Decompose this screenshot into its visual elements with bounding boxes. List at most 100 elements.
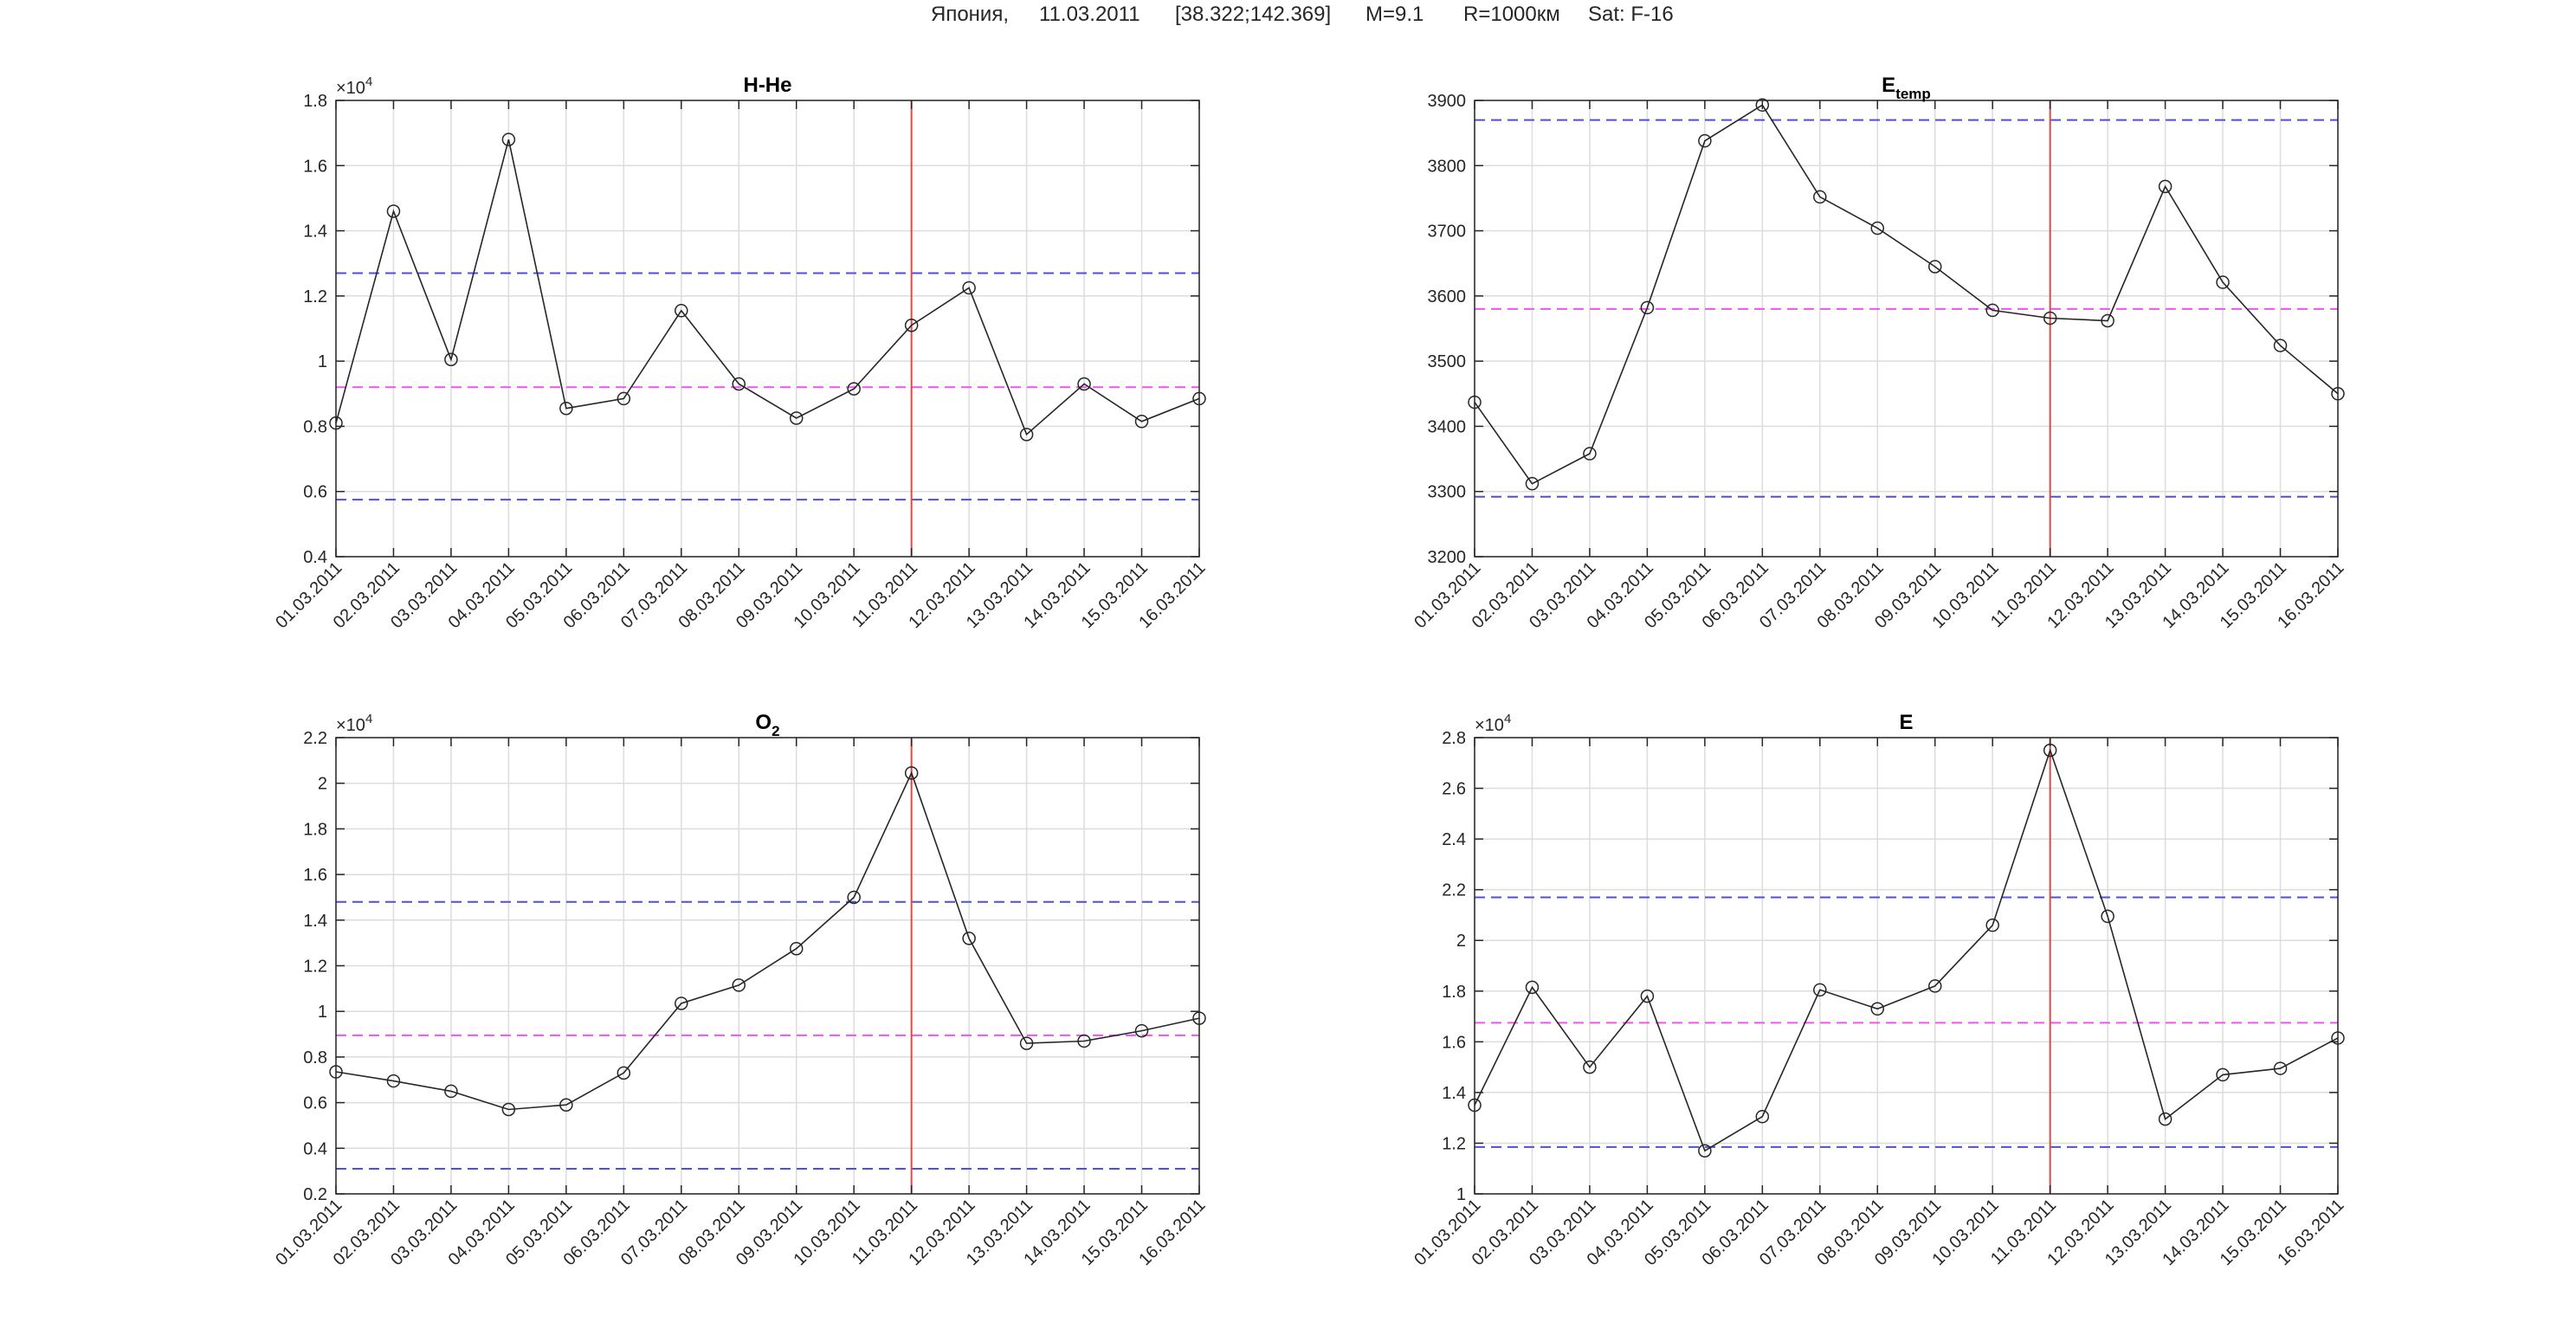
data-point (1755, 1109, 1770, 1124)
plots: 0.40.60.811.21.41.61.801.03.201102.03.20… (272, 74, 2347, 1269)
y-tick-label: 1.6 (1442, 1033, 1466, 1052)
title-country: Япония, (931, 3, 1009, 26)
series-line (335, 771, 1200, 1111)
y-tick-label: 1 (318, 352, 327, 371)
y-tick-label: 3900 (1428, 92, 1467, 111)
data-point (732, 377, 746, 391)
data-point (847, 382, 861, 396)
title-date: 11.03.2011 (1039, 3, 1140, 26)
data-point (617, 1066, 631, 1080)
data-point (2101, 909, 2114, 924)
y-tick-label: 0.6 (303, 483, 327, 502)
data-point (444, 1084, 458, 1099)
y-tick-label: 0.2 (303, 1185, 327, 1204)
data-point (847, 890, 861, 905)
data-point (1755, 98, 1770, 113)
data-point (1927, 260, 1942, 274)
y-tick-label: 3400 (1428, 417, 1467, 436)
y-tick-label: 3800 (1428, 157, 1467, 176)
data-point (789, 941, 804, 956)
data-point (1813, 190, 1827, 204)
data-point (1525, 476, 1540, 491)
data-point (2273, 1061, 2288, 1075)
data-point (2101, 313, 2114, 328)
y-tick-label: 2.2 (1442, 881, 1466, 900)
data-point (675, 304, 688, 318)
data-point (2158, 1112, 2172, 1126)
y-tick-label: 2 (318, 775, 327, 794)
chart-title: E (1899, 711, 1913, 734)
data-point (1698, 133, 1712, 148)
y-tick-label: 1.2 (303, 287, 327, 306)
data-point (962, 932, 976, 945)
title-magnitude: M=9.1 (1365, 3, 1424, 26)
data-point (1640, 989, 1655, 1003)
y-tick-label: 1.4 (303, 222, 327, 242)
data-point (1698, 1144, 1712, 1158)
data-point (2273, 339, 2288, 352)
series-line (1474, 748, 2339, 1152)
figure-title: Япония, 11.03.2011 [38.322;142.369] M=9.… (931, 3, 1674, 26)
data-point (386, 1074, 401, 1088)
data-point (501, 132, 516, 146)
data-point (2216, 275, 2230, 289)
data-point (617, 391, 631, 406)
data-point (1019, 428, 1034, 442)
y-tick-label: 0.4 (303, 1139, 327, 1158)
y-tick-label: 1.4 (303, 912, 327, 931)
y-tick-label: 1.4 (1442, 1084, 1466, 1103)
data-point (1870, 221, 1885, 235)
series-line (1474, 104, 2339, 485)
y-tick-label: 3200 (1428, 548, 1467, 567)
y-tick-label: 0.8 (303, 1048, 327, 1067)
data-point (2043, 311, 2057, 326)
series-line (335, 139, 1200, 436)
data-point (1927, 979, 1942, 993)
data-point (1985, 918, 1999, 932)
y-tick-label: 1 (1456, 1185, 1466, 1204)
title-radius: R=1000км (1463, 3, 1560, 26)
chart-panel-1: 0.40.60.811.21.41.61.801.03.201102.03.20… (272, 74, 1209, 632)
data-point (1134, 1023, 1149, 1038)
data-point (501, 1102, 516, 1117)
data-point (1134, 415, 1149, 429)
data-point (904, 766, 919, 780)
data-point (1640, 300, 1655, 315)
data-point (1813, 983, 1827, 997)
title-satellite: Sat: F-16 (1588, 3, 1674, 26)
y-tick-label: 3500 (1428, 352, 1467, 371)
y-tick-label: 1.8 (303, 820, 327, 839)
plot-frame (335, 100, 1200, 558)
y-tick-label: 1.8 (1442, 983, 1466, 1002)
data-point (1019, 1036, 1034, 1050)
data-point (1583, 447, 1597, 461)
data-point (2158, 179, 2172, 194)
data-point (386, 204, 401, 218)
y-tick-label: 1.2 (1442, 1134, 1466, 1153)
chart-panel-4: 11.21.41.61.822.22.42.62.801.03.201102.0… (1411, 711, 2347, 1269)
y-tick-label: 2.6 (1442, 780, 1466, 799)
plot-area (1475, 738, 2338, 1194)
chart-panel-2: 3200330034003500360037003800390001.03.20… (1411, 74, 2347, 632)
data-point (444, 352, 458, 367)
data-point (1870, 1002, 1885, 1016)
chart-title: H-He (743, 74, 791, 97)
data-point (1525, 980, 1540, 995)
y-tick-label: 3700 (1428, 222, 1467, 242)
y-tick-label: 0.8 (303, 417, 327, 436)
data-point (2216, 1067, 2230, 1082)
y-tick-label: 0.6 (303, 1094, 327, 1113)
plot-area (336, 100, 1199, 557)
data-point (962, 281, 976, 295)
title-coordinates: [38.322;142.369] (1175, 3, 1331, 26)
data-point (559, 401, 573, 416)
y-tick-label: 1 (318, 1003, 327, 1022)
data-point (732, 978, 746, 992)
data-point (1077, 1034, 1091, 1048)
y-tick-label: 3600 (1428, 287, 1467, 306)
y-tick-label: 1.6 (303, 157, 327, 176)
plot-frame (1474, 100, 2339, 558)
chart-panel-3: 0.20.40.60.811.21.41.61.822.201.03.20110… (272, 711, 1209, 1269)
plot-frame (1474, 737, 2339, 1195)
